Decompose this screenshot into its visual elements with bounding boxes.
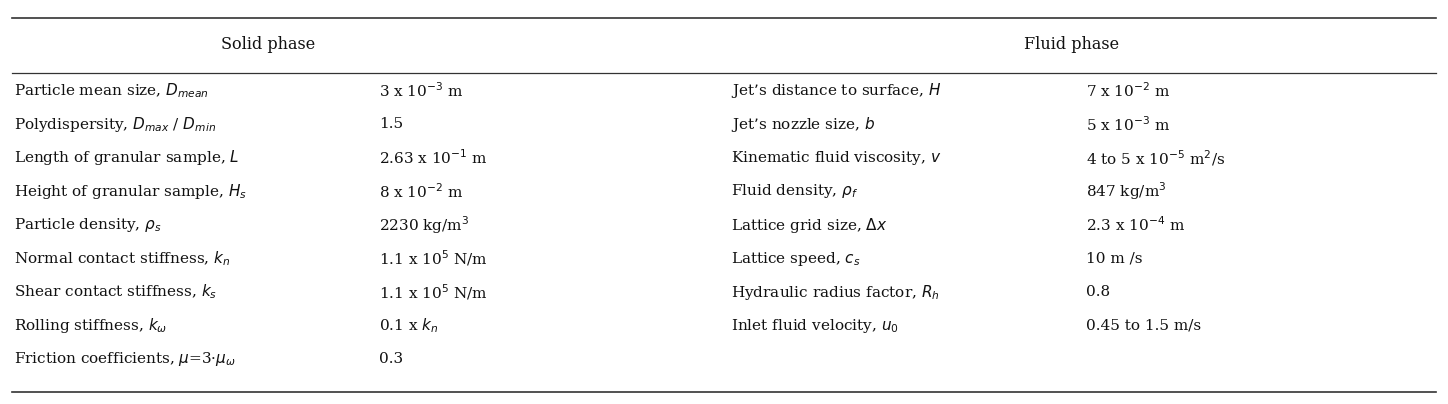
Text: Jet’s nozzle size, $b$: Jet’s nozzle size, $b$	[731, 115, 876, 134]
Text: 8 x 10$^{-2}$ m: 8 x 10$^{-2}$ m	[379, 182, 463, 201]
Text: 7 x 10$^{-2}$ m: 7 x 10$^{-2}$ m	[1086, 82, 1170, 100]
Text: Inlet fluid velocity, $u_0$: Inlet fluid velocity, $u_0$	[731, 317, 899, 335]
Text: Particle density, $\rho_s$: Particle density, $\rho_s$	[14, 216, 162, 234]
Text: 2230 kg/m$^3$: 2230 kg/m$^3$	[379, 214, 469, 236]
Text: 0.8: 0.8	[1086, 285, 1111, 299]
Text: 5 x 10$^{-3}$ m: 5 x 10$^{-3}$ m	[1086, 115, 1170, 134]
Text: 0.1 x $k_n$: 0.1 x $k_n$	[379, 316, 439, 335]
Text: Shear contact stiffness, $k_s$: Shear contact stiffness, $k_s$	[14, 283, 217, 301]
Text: Lattice grid size, $\Delta x$: Lattice grid size, $\Delta x$	[731, 215, 888, 235]
Text: Normal contact stiffness, $k_n$: Normal contact stiffness, $k_n$	[14, 249, 232, 268]
Text: Friction coefficients, $\mu$=3·$\mu_{\omega}$: Friction coefficients, $\mu$=3·$\mu_{\om…	[14, 350, 236, 368]
Text: Fluid density, $\rho_f$: Fluid density, $\rho_f$	[731, 183, 859, 200]
Text: Hydraulic radius factor, $R_h$: Hydraulic radius factor, $R_h$	[731, 282, 940, 302]
Text: 1.5: 1.5	[379, 118, 404, 131]
Text: Solid phase: Solid phase	[220, 36, 316, 53]
Text: 0.45 to 1.5 m/s: 0.45 to 1.5 m/s	[1086, 319, 1202, 332]
Text: Height of granular sample, $H_s$: Height of granular sample, $H_s$	[14, 182, 248, 201]
Text: Lattice speed, $c_s$: Lattice speed, $c_s$	[731, 250, 860, 267]
Text: Length of granular sample, $L$: Length of granular sample, $L$	[14, 148, 240, 168]
Text: 3 x 10$^{-3}$ m: 3 x 10$^{-3}$ m	[379, 82, 463, 100]
Text: Kinematic fluid viscosity, $v$: Kinematic fluid viscosity, $v$	[731, 149, 941, 167]
Text: Particle mean size, $D_{mean}$: Particle mean size, $D_{mean}$	[14, 82, 210, 100]
Text: 2.3 x 10$^{-4}$ m: 2.3 x 10$^{-4}$ m	[1086, 216, 1184, 234]
Text: 2.63 x 10$^{-1}$ m: 2.63 x 10$^{-1}$ m	[379, 149, 488, 167]
Text: Jet’s distance to surface, $H$: Jet’s distance to surface, $H$	[731, 81, 941, 101]
Text: 847 kg/m$^3$: 847 kg/m$^3$	[1086, 181, 1167, 202]
Text: 0.3: 0.3	[379, 352, 404, 366]
Text: Polydispersity, $D_{max}$ / $D_{min}$: Polydispersity, $D_{max}$ / $D_{min}$	[14, 115, 217, 134]
Text: 1.1 x 10$^5$ N/m: 1.1 x 10$^5$ N/m	[379, 282, 488, 302]
Text: Fluid phase: Fluid phase	[1024, 36, 1119, 53]
Text: 10 m /s: 10 m /s	[1086, 252, 1142, 265]
Text: 4 to 5 x 10$^{-5}$ m$^2$/s: 4 to 5 x 10$^{-5}$ m$^2$/s	[1086, 148, 1225, 168]
Text: 1.1 x 10$^5$ N/m: 1.1 x 10$^5$ N/m	[379, 249, 488, 268]
Text: Rolling stiffness, $k_{\omega}$: Rolling stiffness, $k_{\omega}$	[14, 316, 168, 335]
